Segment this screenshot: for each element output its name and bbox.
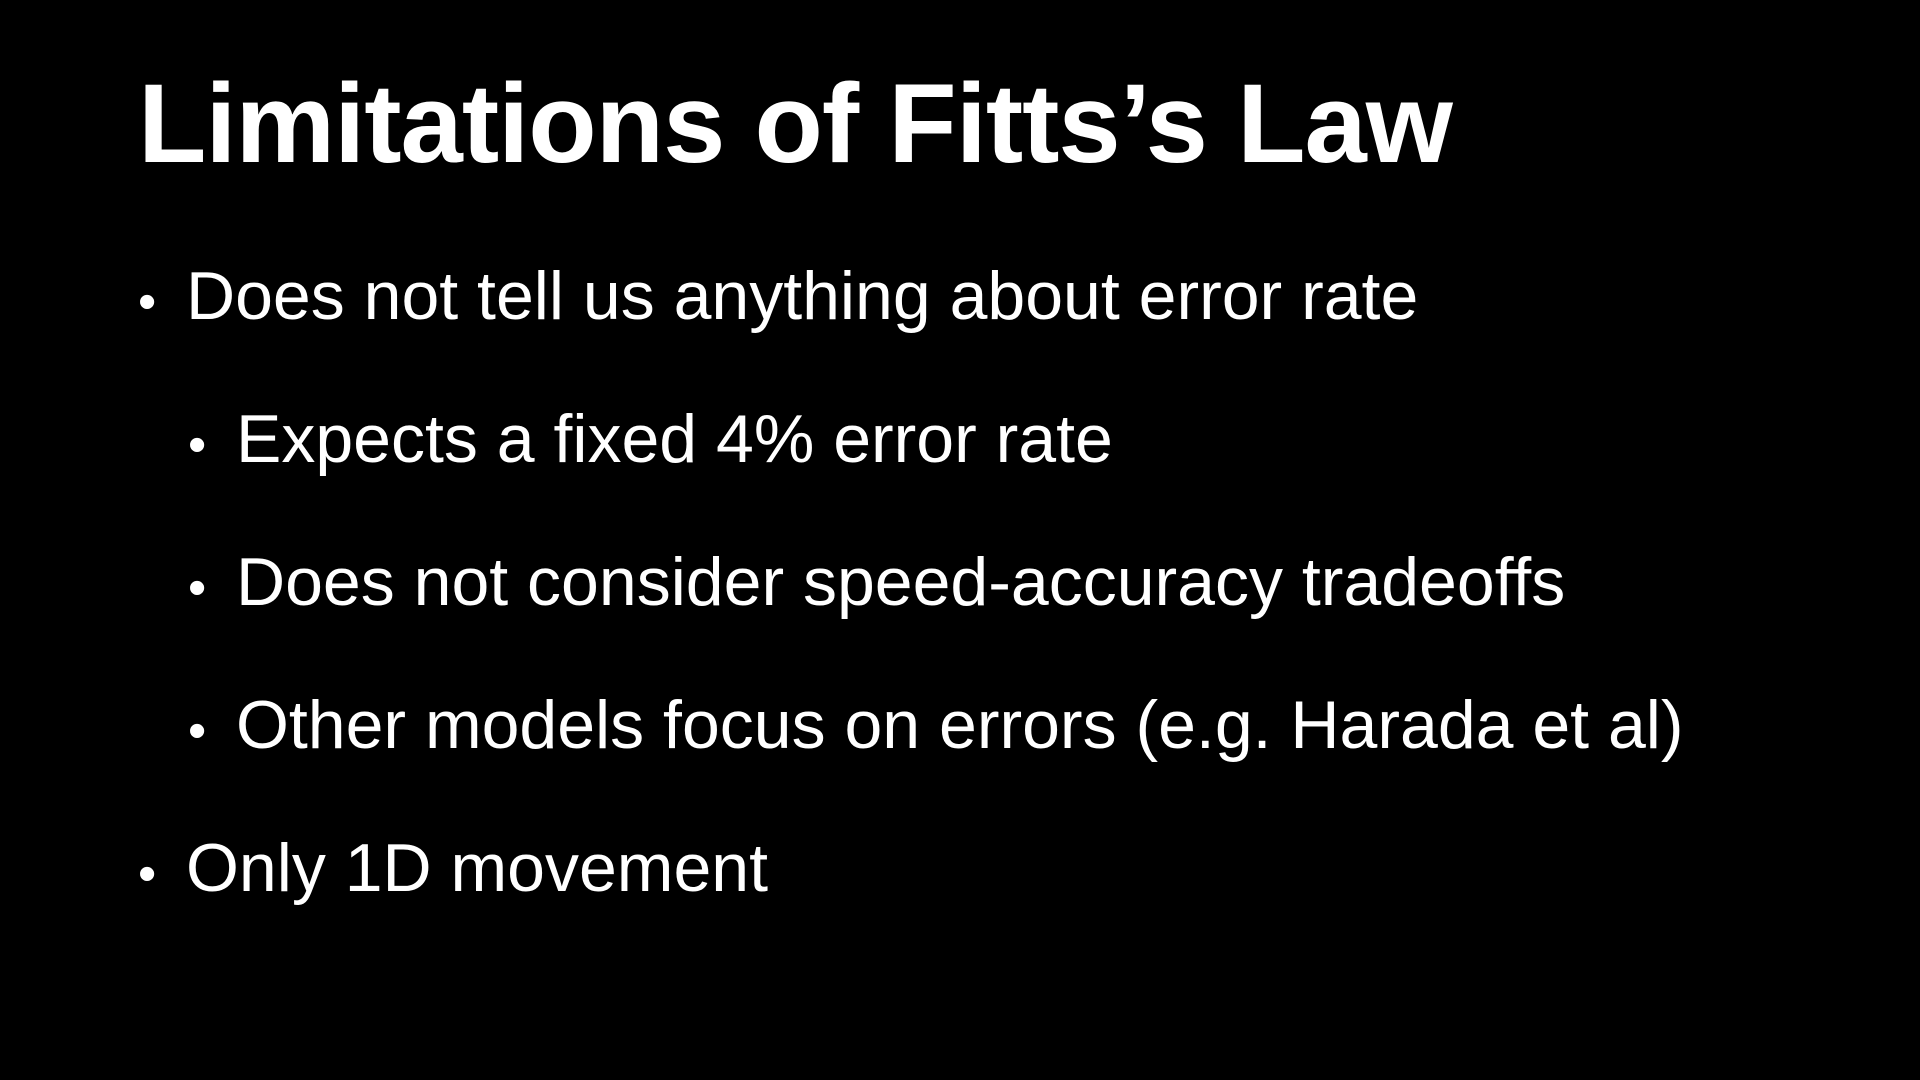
bullet-dot-icon: •	[138, 845, 157, 903]
sub-bullet-item: • Other models focus on errors (e.g. Har…	[188, 685, 1684, 767]
bullet-text: Does not tell us anything about error ra…	[186, 258, 1419, 334]
bullet-text: Does not consider speed-accuracy tradeof…	[236, 544, 1566, 620]
bullet-dot-icon: •	[188, 559, 207, 617]
bullet-item: • Only 1D movement	[138, 828, 768, 910]
bullet-dot-icon: •	[188, 416, 207, 474]
slide-title: Limitations of Fitts’s Law	[138, 61, 1453, 186]
bullet-text: Other models focus on errors (e.g. Harad…	[236, 687, 1684, 763]
sub-bullet-item: • Expects a fixed 4% error rate	[188, 399, 1113, 481]
bullet-dot-icon: •	[188, 702, 207, 760]
bullet-text: Expects a fixed 4% error rate	[236, 401, 1113, 477]
bullet-text: Only 1D movement	[186, 830, 768, 906]
bullet-dot-icon: •	[138, 273, 157, 331]
bullet-item: • Does not tell us anything about error …	[138, 256, 1418, 338]
sub-bullet-item: • Does not consider speed-accuracy trade…	[188, 542, 1565, 624]
